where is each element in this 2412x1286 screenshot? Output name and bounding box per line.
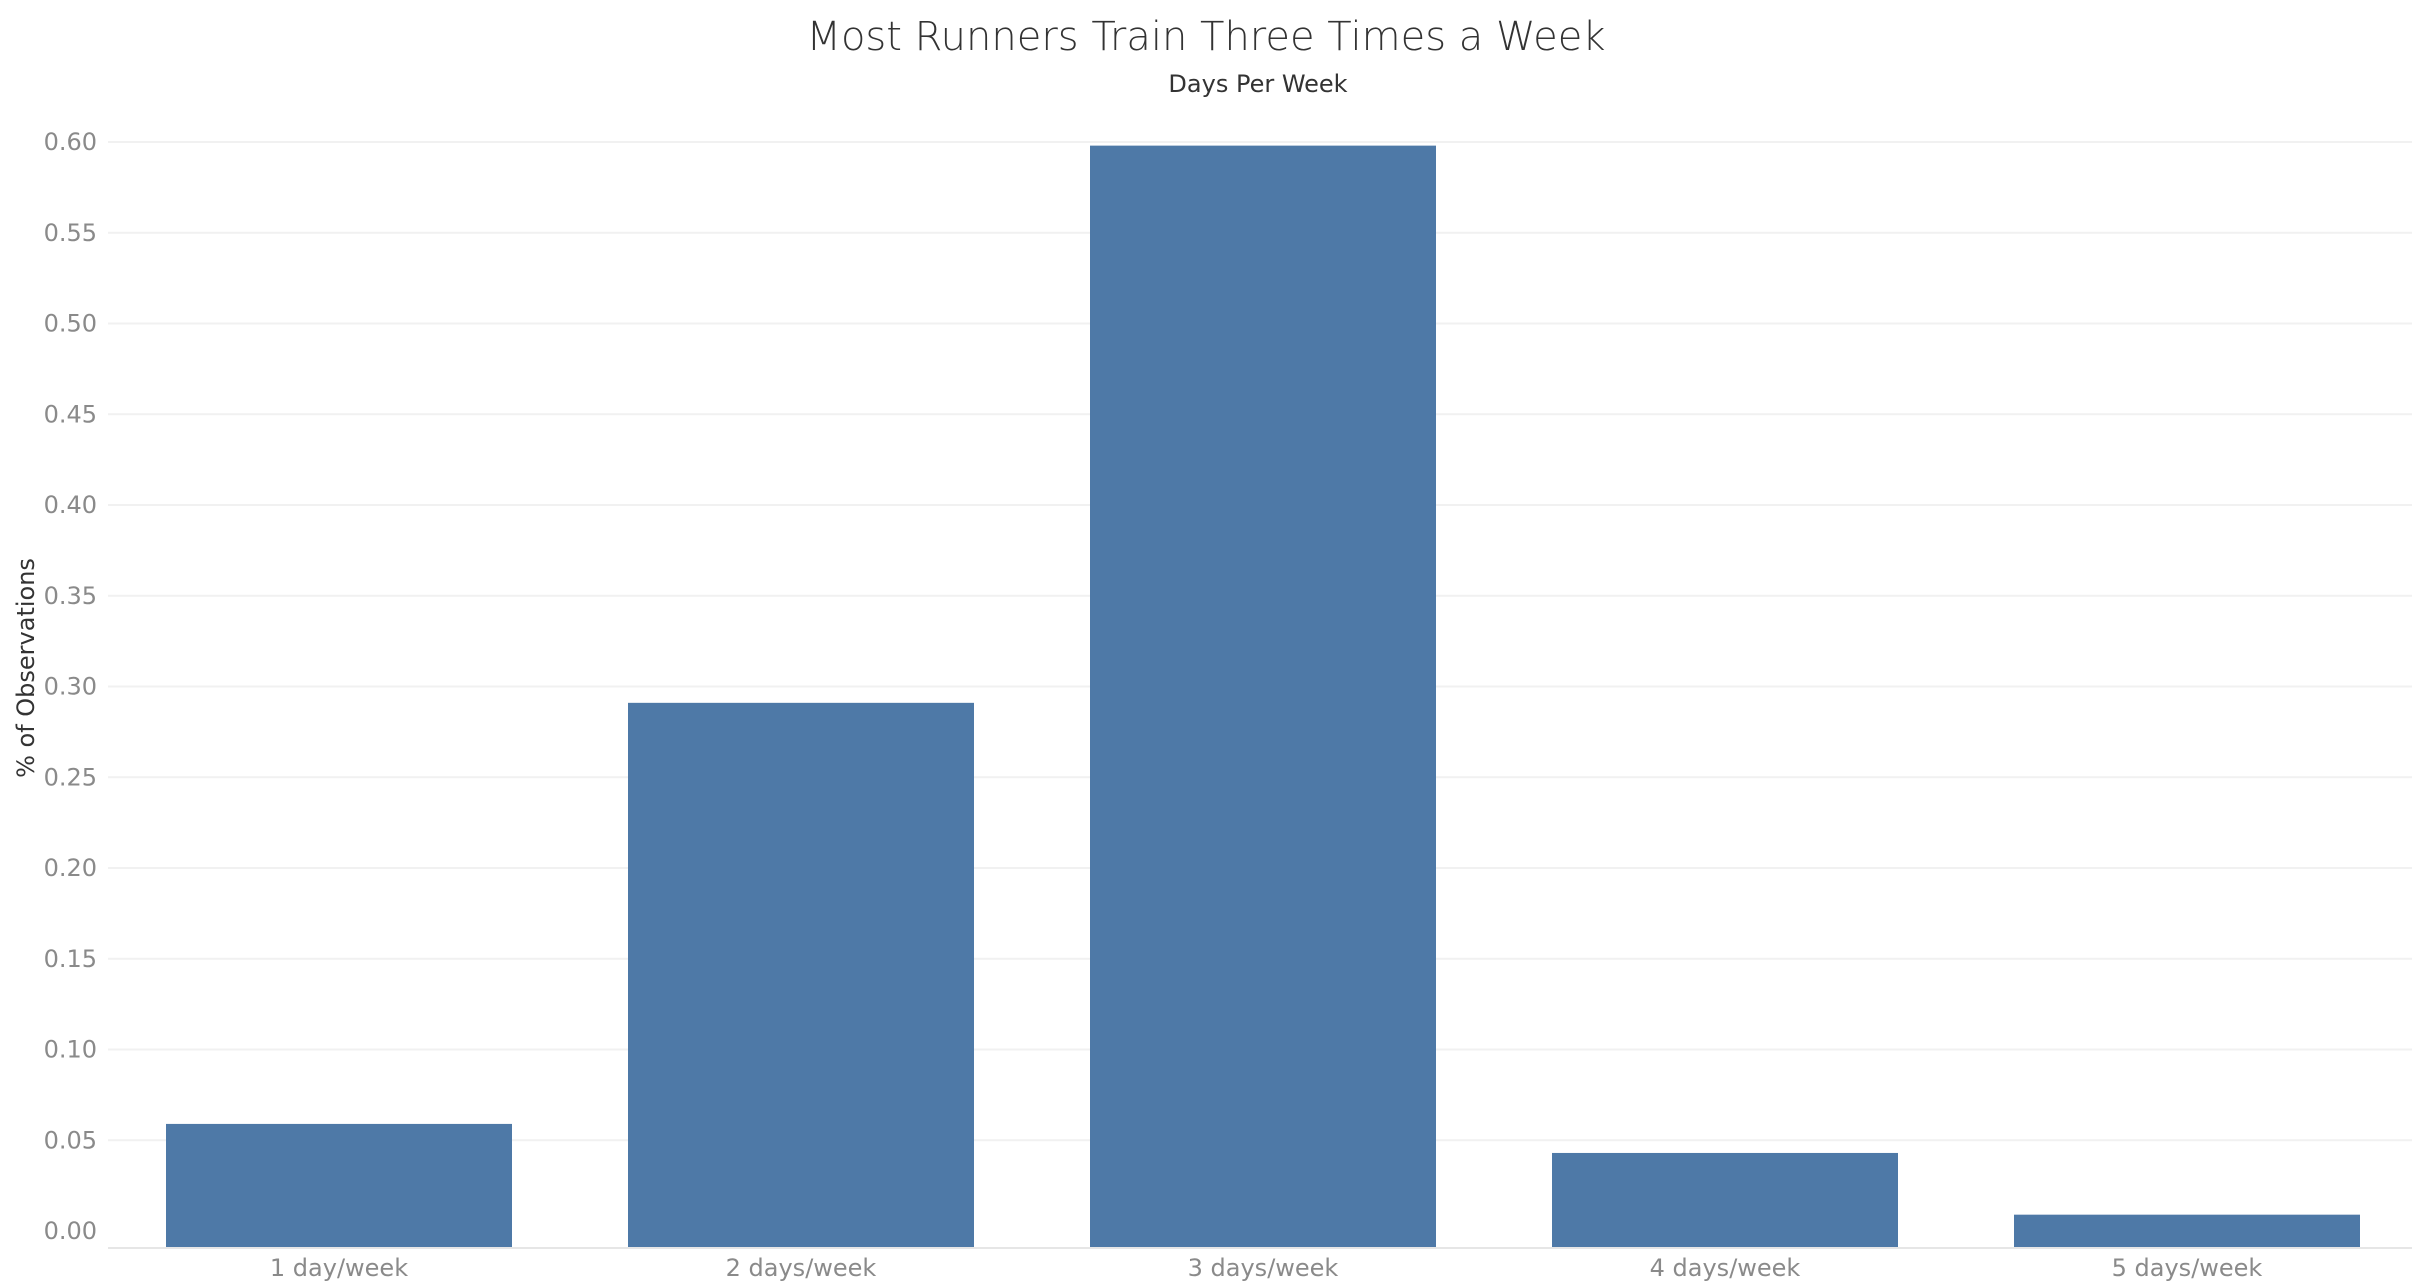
y-tick-label: 0.50 xyxy=(44,310,97,338)
bars xyxy=(166,145,2360,1247)
bar-4 xyxy=(1552,1152,1898,1247)
y-tick-label: 0.60 xyxy=(44,128,97,156)
y-tick-label: 0.45 xyxy=(44,400,97,428)
x-tick-label: 3 days/week xyxy=(1188,1254,1339,1282)
bar-3 xyxy=(1090,145,1436,1247)
x-tick-label: 2 days/week xyxy=(726,1254,877,1282)
y-tick-label: 0.15 xyxy=(44,945,97,973)
y-tick-label: 0.30 xyxy=(44,673,97,701)
x-tick-label: 1 day/week xyxy=(270,1254,408,1282)
y-tick-label: 0.00 xyxy=(44,1217,97,1245)
y-tick-label: 0.55 xyxy=(44,219,97,247)
x-axis-title: Days Per Week xyxy=(1168,70,1347,98)
y-tick-label: 0.35 xyxy=(44,582,97,610)
y-tick-label: 0.25 xyxy=(44,763,97,791)
y-axis-title: % of Observations xyxy=(12,558,40,778)
y-axis-ticks: 0.00 0.05 0.10 0.15 0.20 0.25 0.30 0.35 0.40 0.45… xyxy=(44,128,97,1245)
y-tick-label: 0.10 xyxy=(44,1036,97,1064)
y-tick-label: 0.40 xyxy=(44,491,97,519)
y-tick-label: 0.20 xyxy=(44,854,97,882)
y-tick-label: 0.05 xyxy=(44,1126,97,1154)
x-axis-ticks: 1 day/week 2 days/week 3 days/week 4 days/w… xyxy=(270,1254,2263,1282)
x-tick-label: 5 days/week xyxy=(2112,1254,2263,1282)
chart-title: Most Runners Train Three Times a Week xyxy=(806,14,1605,60)
bar-2 xyxy=(628,702,974,1247)
bar-5 xyxy=(2014,1214,2360,1247)
x-tick-label: 4 days/week xyxy=(1650,1254,1801,1282)
bar-1 xyxy=(166,1123,512,1247)
